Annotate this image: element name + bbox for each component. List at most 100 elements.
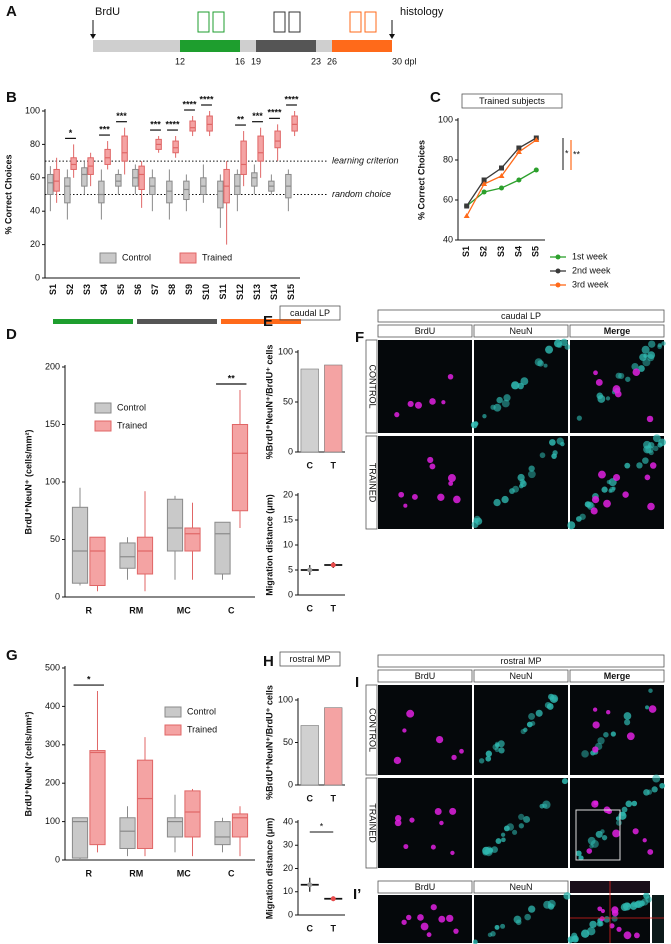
- cell: [490, 404, 496, 410]
- micrograph: [378, 436, 472, 529]
- x-tick-label: S11: [218, 284, 228, 300]
- cell: [501, 399, 510, 408]
- cell: [631, 362, 639, 371]
- cell: [494, 746, 500, 753]
- cell: [430, 904, 437, 911]
- sig-label: *: [565, 148, 569, 158]
- cell: [439, 820, 444, 826]
- box: [257, 135, 264, 162]
- panel-letter: E: [263, 313, 273, 330]
- cell: [564, 344, 571, 350]
- legend-marker: [555, 282, 561, 288]
- cell: [482, 414, 487, 419]
- panel-letter: D: [6, 326, 17, 343]
- cell: [587, 926, 596, 936]
- cell: [528, 470, 536, 479]
- y-tick-label: 50: [283, 737, 293, 747]
- cell: [496, 396, 503, 404]
- block-bar: [221, 319, 301, 324]
- sig-label: *: [69, 128, 73, 138]
- cell: [409, 817, 415, 823]
- timeline-tick: 26: [327, 56, 337, 66]
- timeline-tick: 19: [251, 56, 261, 66]
- column-header-box: [569, 669, 665, 683]
- cell: [420, 922, 429, 931]
- cell: [629, 902, 638, 910]
- title-box: [279, 305, 341, 321]
- cell: [603, 916, 611, 923]
- cell: [512, 485, 520, 493]
- cell: [613, 473, 621, 482]
- cell: [554, 339, 562, 348]
- box: [47, 173, 54, 196]
- x-tick-label: T: [331, 460, 337, 470]
- cell: [403, 503, 408, 508]
- box: [172, 140, 179, 154]
- box: [217, 180, 224, 209]
- cell: [624, 462, 631, 469]
- cell: [597, 395, 606, 403]
- timeline-segment: [332, 40, 392, 52]
- cell: [606, 808, 612, 815]
- y-tick-label: 80: [30, 139, 40, 149]
- marker: [481, 189, 487, 195]
- cell: [447, 474, 456, 483]
- cell: [453, 928, 459, 934]
- cell: [659, 782, 665, 789]
- cell: [478, 758, 485, 764]
- cell: [600, 908, 605, 914]
- x-tick-label: S8: [167, 284, 177, 295]
- cell: [539, 452, 546, 459]
- cell: [523, 727, 528, 733]
- cell: [518, 813, 525, 821]
- cell: [526, 721, 533, 728]
- cell: [426, 932, 432, 938]
- box: [64, 177, 71, 204]
- cell: [612, 829, 621, 838]
- sig-label: **: [228, 373, 236, 383]
- row-header: CONTROL: [368, 364, 378, 408]
- cell: [595, 830, 603, 838]
- panel-letter: C: [430, 89, 441, 106]
- cell: [488, 847, 494, 853]
- cell: [485, 755, 492, 762]
- y-tick-label: 30: [283, 840, 293, 850]
- x-tick-label: R: [86, 605, 93, 615]
- y-tick-label: 60: [443, 194, 453, 204]
- x-tick-label: RM: [129, 868, 143, 878]
- cell: [638, 365, 645, 372]
- micrograph: [378, 778, 472, 868]
- cell: [661, 341, 666, 346]
- box: [189, 120, 196, 132]
- sig-label: *: [320, 821, 324, 831]
- cell: [622, 902, 632, 911]
- column-header: NeuN: [509, 326, 532, 336]
- y-tick-label: 100: [45, 816, 60, 826]
- mean-dot: [330, 562, 336, 568]
- cell: [648, 688, 653, 693]
- cell: [645, 705, 650, 710]
- cell: [438, 915, 446, 923]
- cell: [472, 939, 478, 944]
- cell: [610, 731, 616, 737]
- cell: [586, 848, 593, 854]
- cell: [402, 728, 407, 733]
- column-header: BrdU: [415, 882, 436, 892]
- marker: [481, 181, 488, 186]
- sig-label: ***: [252, 111, 263, 121]
- y-tick-label: 10: [283, 886, 293, 896]
- box: [184, 790, 201, 838]
- cell: [528, 712, 536, 720]
- cell: [647, 351, 656, 360]
- cell: [544, 701, 552, 709]
- cell: [647, 502, 655, 511]
- cell: [568, 939, 573, 944]
- cell: [587, 836, 596, 845]
- x-tick-label: C: [307, 793, 314, 803]
- x-tick-label: S1: [48, 284, 58, 295]
- cell: [636, 462, 643, 469]
- cell: [649, 462, 657, 469]
- legend-label: Trained: [117, 420, 147, 430]
- cell: [593, 800, 599, 806]
